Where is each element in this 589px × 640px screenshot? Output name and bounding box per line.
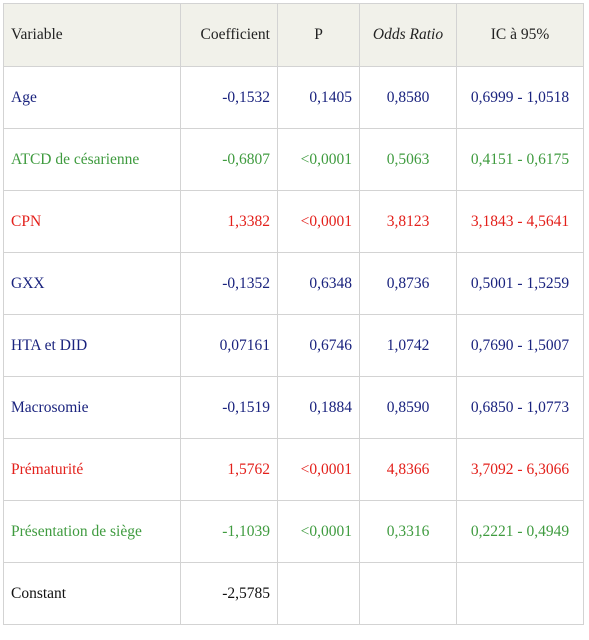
cell-ci: 0,4151 - 0,6175 [456, 128, 584, 191]
table-row: GXX -0,1352 0,6348 0,8736 0,5001 - 1,525… [3, 252, 584, 315]
header-coefficient: Coefficient [180, 3, 278, 67]
cell-ci: 3,7092 - 6,3066 [456, 438, 584, 501]
cell-variable: CPN [3, 190, 181, 253]
cell-variable: GXX [3, 252, 181, 315]
cell-odds-ratio: 0,8590 [359, 376, 457, 439]
cell-odds-ratio: 0,3316 [359, 500, 457, 563]
cell-p: <0,0001 [277, 128, 360, 191]
cell-ci: 0,5001 - 1,5259 [456, 252, 584, 315]
header-odds-ratio: Odds Ratio [359, 3, 457, 67]
cell-p: 0,6746 [277, 314, 360, 377]
cell-p [277, 562, 360, 625]
cell-odds-ratio: 0,8736 [359, 252, 457, 315]
cell-ci: 0,6850 - 1,0773 [456, 376, 584, 439]
table-header: Variable Coefficient P Odds Ratio IC à 9… [3, 3, 584, 67]
cell-p: <0,0001 [277, 500, 360, 563]
regression-results-table: Variable Coefficient P Odds Ratio IC à 9… [3, 3, 584, 625]
cell-odds-ratio: 3,8123 [359, 190, 457, 253]
cell-coefficient: 0,07161 [180, 314, 278, 377]
cell-ci: 0,6999 - 1,0518 [456, 66, 584, 129]
cell-odds-ratio [359, 562, 457, 625]
header-ci: IC à 95% [456, 3, 584, 67]
cell-variable: Age [3, 66, 181, 129]
cell-coefficient: -0,1352 [180, 252, 278, 315]
cell-p: <0,0001 [277, 438, 360, 501]
table-row: HTA et DID 0,07161 0,6746 1,0742 0,7690 … [3, 314, 584, 377]
table-row: Prématurité 1,5762 <0,0001 4,8366 3,7092… [3, 438, 584, 501]
cell-coefficient: -0,6807 [180, 128, 278, 191]
cell-variable: Macrosomie [3, 376, 181, 439]
cell-odds-ratio: 0,5063 [359, 128, 457, 191]
cell-coefficient: -0,1519 [180, 376, 278, 439]
cell-coefficient: -2,5785 [180, 562, 278, 625]
table-row: ATCD de césarienne -0,6807 <0,0001 0,506… [3, 128, 584, 191]
cell-ci: 0,2221 - 0,4949 [456, 500, 584, 563]
cell-odds-ratio: 0,8580 [359, 66, 457, 129]
cell-ci [456, 562, 584, 625]
table-row: Age -0,1532 0,1405 0,8580 0,6999 - 1,051… [3, 66, 584, 129]
cell-variable: ATCD de césarienne [3, 128, 181, 191]
cell-p: 0,1884 [277, 376, 360, 439]
cell-p: 0,6348 [277, 252, 360, 315]
cell-variable: Constant [3, 562, 181, 625]
cell-ci: 3,1843 - 4,5641 [456, 190, 584, 253]
cell-variable: Présentation de siège [3, 500, 181, 563]
cell-p: <0,0001 [277, 190, 360, 253]
table-row: CPN 1,3382 <0,0001 3,8123 3,1843 - 4,564… [3, 190, 584, 253]
regression-table-frame: Variable Coefficient P Odds Ratio IC à 9… [3, 3, 584, 633]
cell-p: 0,1405 [277, 66, 360, 129]
cell-coefficient: -0,1532 [180, 66, 278, 129]
cell-coefficient: -1,1039 [180, 500, 278, 563]
header-p: P [277, 3, 360, 67]
table-row: Macrosomie -0,1519 0,1884 0,8590 0,6850 … [3, 376, 584, 439]
table-body: Age -0,1532 0,1405 0,8580 0,6999 - 1,051… [3, 66, 584, 625]
cell-ci: 0,7690 - 1,5007 [456, 314, 584, 377]
header-row: Variable Coefficient P Odds Ratio IC à 9… [3, 3, 584, 67]
cell-odds-ratio: 4,8366 [359, 438, 457, 501]
cell-variable: HTA et DID [3, 314, 181, 377]
cell-coefficient: 1,3382 [180, 190, 278, 253]
cell-coefficient: 1,5762 [180, 438, 278, 501]
cell-odds-ratio: 1,0742 [359, 314, 457, 377]
header-variable: Variable [3, 3, 181, 67]
cell-variable: Prématurité [3, 438, 181, 501]
table-row: Constant -2,5785 [3, 562, 584, 625]
table-row: Présentation de siège -1,1039 <0,0001 0,… [3, 500, 584, 563]
